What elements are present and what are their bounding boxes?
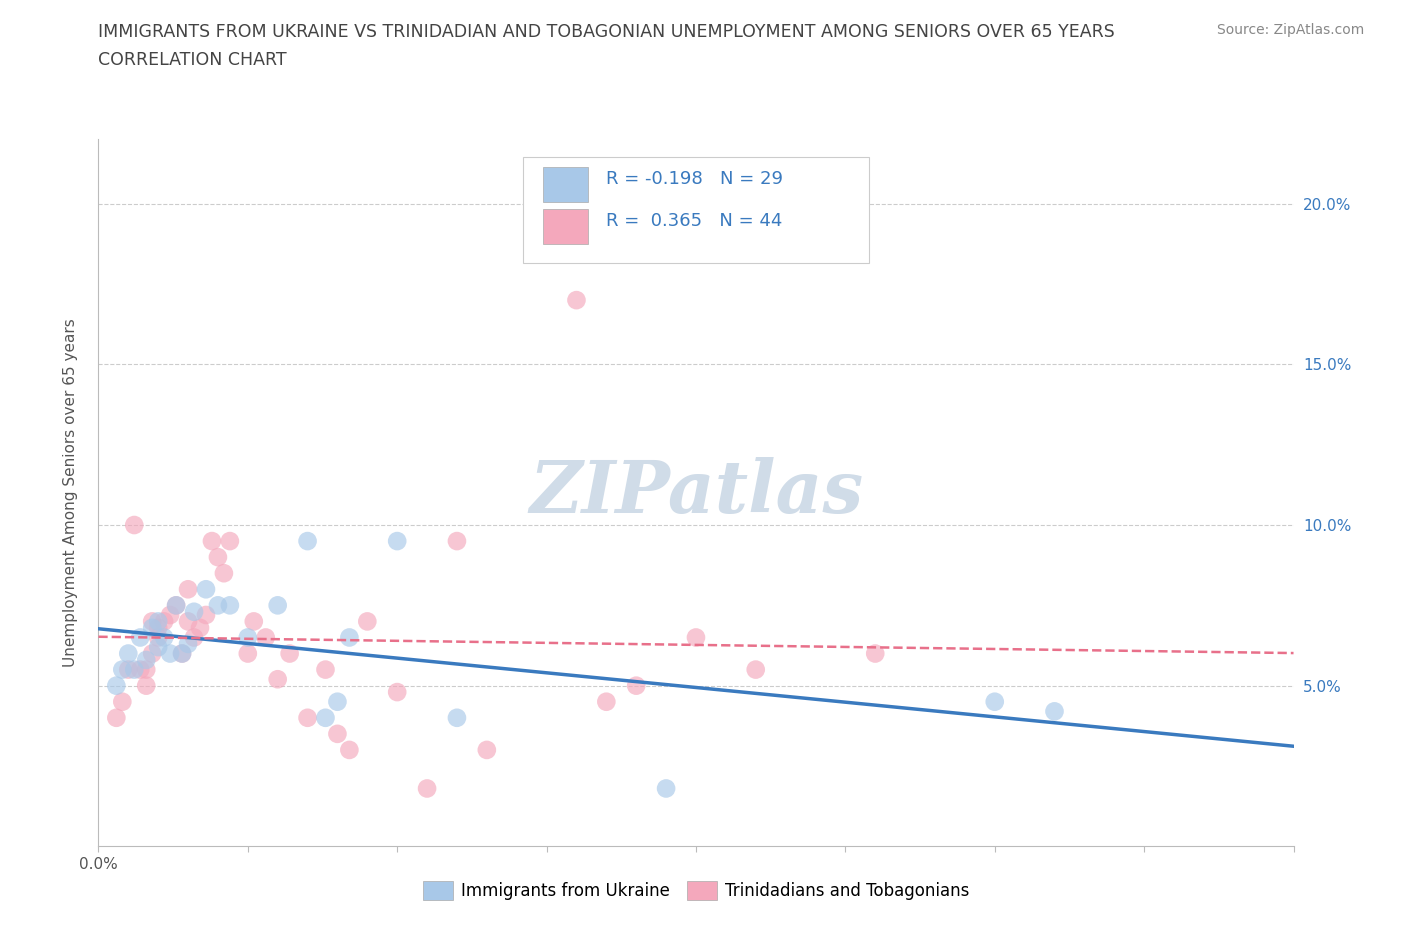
Point xyxy=(219,534,242,549)
Point xyxy=(267,598,290,613)
Point xyxy=(212,565,235,580)
Point xyxy=(565,293,588,308)
Point xyxy=(416,781,439,796)
Point xyxy=(105,678,128,693)
Point xyxy=(236,630,259,644)
Point xyxy=(141,614,163,629)
Point xyxy=(267,671,290,686)
FancyBboxPatch shape xyxy=(523,157,869,263)
Point xyxy=(195,607,218,622)
Point xyxy=(111,695,134,710)
Y-axis label: Unemployment Among Seniors over 65 years: Unemployment Among Seniors over 65 years xyxy=(63,319,77,668)
Point xyxy=(475,742,498,757)
Text: R =  0.365   N = 44: R = 0.365 N = 44 xyxy=(606,212,783,231)
Point xyxy=(745,662,768,677)
Point xyxy=(254,630,277,644)
Point xyxy=(117,662,139,677)
Point xyxy=(129,630,152,644)
Point xyxy=(326,726,349,741)
Point xyxy=(195,582,218,597)
Text: IMMIGRANTS FROM UKRAINE VS TRINIDADIAN AND TOBAGONIAN UNEMPLOYMENT AMONG SENIORS: IMMIGRANTS FROM UKRAINE VS TRINIDADIAN A… xyxy=(98,23,1115,41)
Text: Source: ZipAtlas.com: Source: ZipAtlas.com xyxy=(1216,23,1364,37)
Point xyxy=(183,604,205,619)
FancyBboxPatch shape xyxy=(543,209,588,244)
Point xyxy=(446,534,468,549)
Text: R = -0.198   N = 29: R = -0.198 N = 29 xyxy=(606,170,783,188)
Point xyxy=(148,640,170,655)
Point xyxy=(315,662,337,677)
Text: ZIPatlas: ZIPatlas xyxy=(529,458,863,528)
Point xyxy=(984,695,1007,710)
Point xyxy=(165,598,187,613)
Point xyxy=(124,662,146,677)
Point xyxy=(153,614,176,629)
Point xyxy=(183,630,205,644)
Point xyxy=(135,662,157,677)
Point xyxy=(172,646,194,661)
Point xyxy=(339,630,360,644)
Point xyxy=(207,598,229,613)
Point xyxy=(135,678,157,693)
Point xyxy=(177,582,200,597)
Point xyxy=(177,636,200,651)
Point xyxy=(385,684,409,699)
Point xyxy=(865,646,887,661)
Point xyxy=(135,653,157,668)
Point xyxy=(315,711,337,725)
Point xyxy=(207,550,229,565)
Point xyxy=(141,620,163,635)
Point xyxy=(219,598,242,613)
Point xyxy=(339,742,360,757)
Point xyxy=(356,614,378,629)
Point xyxy=(148,614,170,629)
Point xyxy=(201,534,224,549)
Point xyxy=(297,534,319,549)
Point xyxy=(159,607,181,622)
Point xyxy=(148,630,170,644)
Point xyxy=(685,630,707,644)
Point xyxy=(124,518,146,533)
Point xyxy=(626,678,648,693)
Point xyxy=(278,646,301,661)
Point xyxy=(595,695,617,710)
Point xyxy=(385,534,409,549)
Point xyxy=(243,614,266,629)
Point xyxy=(165,598,187,613)
Point xyxy=(148,620,170,635)
Point xyxy=(655,781,678,796)
Point xyxy=(297,711,319,725)
Point xyxy=(141,646,163,661)
Point xyxy=(117,646,139,661)
Point xyxy=(236,646,259,661)
Point xyxy=(188,620,211,635)
FancyBboxPatch shape xyxy=(543,166,588,202)
Point xyxy=(326,695,349,710)
Point xyxy=(172,646,194,661)
Point xyxy=(105,711,128,725)
Point xyxy=(159,646,181,661)
Text: CORRELATION CHART: CORRELATION CHART xyxy=(98,51,287,69)
Point xyxy=(446,711,468,725)
Point xyxy=(177,614,200,629)
Point xyxy=(1043,704,1066,719)
Legend: Immigrants from Ukraine, Trinidadians and Tobagonians: Immigrants from Ukraine, Trinidadians an… xyxy=(415,872,977,909)
Point xyxy=(129,662,152,677)
Point xyxy=(111,662,134,677)
Point xyxy=(153,630,176,644)
